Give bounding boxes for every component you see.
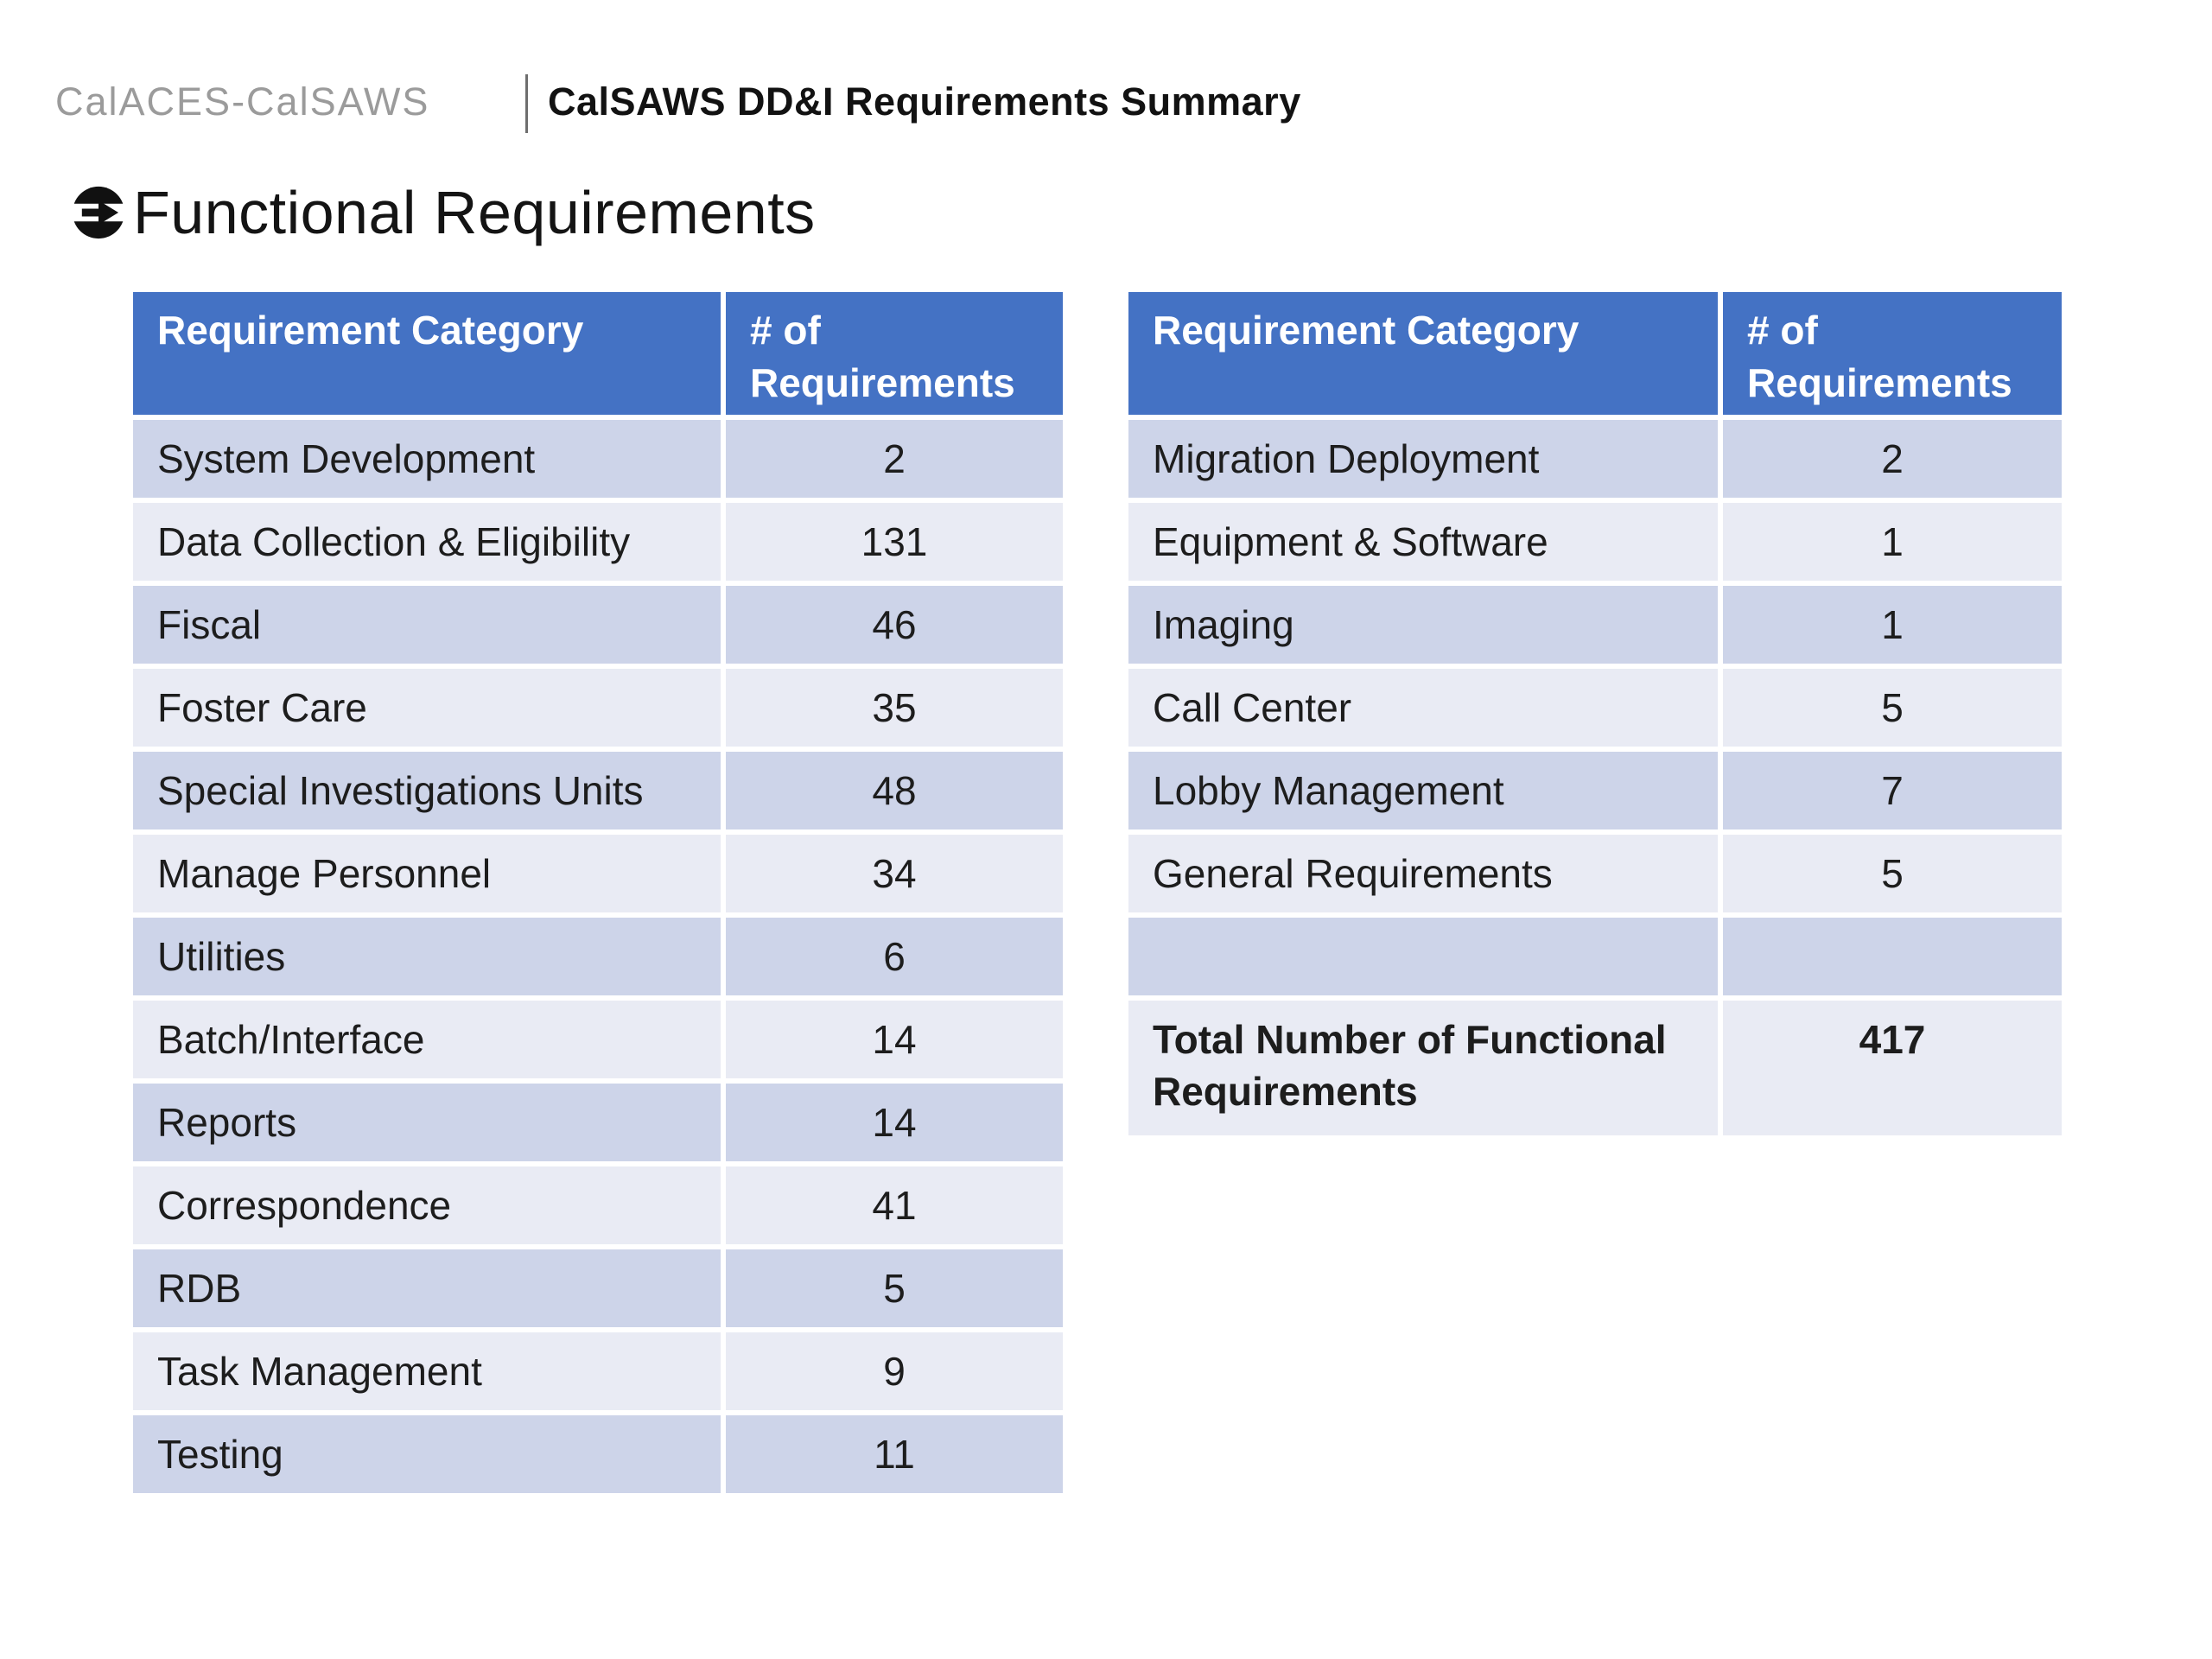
table-row: Call Center 5 (1126, 666, 2064, 749)
category-cell: Equipment & Software (1126, 500, 1720, 583)
table-row: Task Management 9 (130, 1330, 1065, 1413)
header-divider (525, 74, 528, 133)
count-cell: 131 (723, 500, 1065, 583)
category-cell: Testing (130, 1413, 723, 1496)
count-cell: 7 (1720, 749, 2064, 832)
category-cell: Imaging (1126, 583, 1720, 666)
table-header-row: Requirement Category # of Requirements (1126, 289, 2064, 417)
table-row: Testing 11 (130, 1413, 1065, 1496)
category-cell: Special Investigations Units (130, 749, 723, 832)
table-row: Batch/Interface 14 (130, 998, 1065, 1081)
count-cell: 11 (723, 1413, 1065, 1496)
category-cell: System Development (130, 417, 723, 500)
count-cell (1720, 915, 2064, 998)
category-cell: Reports (130, 1081, 723, 1164)
count-cell: 5 (1720, 666, 2064, 749)
category-cell: Correspondence (130, 1164, 723, 1247)
count-cell: 41 (723, 1164, 1065, 1247)
table-row: Manage Personnel 34 (130, 832, 1065, 915)
category-cell: Batch/Interface (130, 998, 723, 1081)
table-row: Data Collection & Eligibility 131 (130, 500, 1065, 583)
column-header-category: Requirement Category (1126, 289, 1720, 417)
category-cell: General Requirements (1126, 832, 1720, 915)
category-cell: Utilities (130, 915, 723, 998)
circled-right-arrow-icon (71, 186, 126, 239)
category-cell (1126, 915, 1720, 998)
table-row: Fiscal 46 (130, 583, 1065, 666)
category-cell: Fiscal (130, 583, 723, 666)
table-row: Reports 14 (130, 1081, 1065, 1164)
functional-requirements-table-left: Requirement Category # of Requirements S… (130, 289, 1065, 1496)
table-row: Imaging 1 (1126, 583, 2064, 666)
table-row: Lobby Management 7 (1126, 749, 2064, 832)
count-cell: 48 (723, 749, 1065, 832)
column-header-count: # of Requirements (1720, 289, 2064, 417)
count-cell: 34 (723, 832, 1065, 915)
category-cell: Lobby Management (1126, 749, 1720, 832)
empty-row (1126, 915, 2064, 998)
logo-text: CalACES-CalSAWS (55, 79, 430, 124)
count-cell: 14 (723, 1081, 1065, 1164)
count-cell: 9 (723, 1330, 1065, 1413)
table-row: General Requirements 5 (1126, 832, 2064, 915)
count-cell: 1 (1720, 500, 2064, 583)
count-cell: 14 (723, 998, 1065, 1081)
category-cell: Data Collection & Eligibility (130, 500, 723, 583)
count-cell: 2 (723, 417, 1065, 500)
slide-title-row: Functional Requirements (71, 178, 816, 247)
column-header-count: # of Requirements (723, 289, 1065, 417)
category-cell: Foster Care (130, 666, 723, 749)
total-label-cell: Total Number of Functional Requirements (1126, 998, 1720, 1138)
total-row: Total Number of Functional Requirements 4… (1126, 998, 2064, 1138)
document-title: CalSAWS DD&I Requirements Summary (548, 79, 1301, 124)
table-row: Utilities 6 (130, 915, 1065, 998)
table-row: RDB 5 (130, 1247, 1065, 1330)
count-cell: 2 (1720, 417, 2064, 500)
table-row: Equipment & Software 1 (1126, 500, 2064, 583)
table-row: System Development 2 (130, 417, 1065, 500)
count-cell: 5 (1720, 832, 2064, 915)
table-row: Special Investigations Units 48 (130, 749, 1065, 832)
count-cell: 1 (1720, 583, 2064, 666)
page-title: Functional Requirements (133, 179, 816, 246)
column-header-category: Requirement Category (130, 289, 723, 417)
count-cell: 5 (723, 1247, 1065, 1330)
category-cell: Migration Deployment (1126, 417, 1720, 500)
table-row: Correspondence 41 (130, 1164, 1065, 1247)
table-header-row: Requirement Category # of Requirements (130, 289, 1065, 417)
category-cell: Manage Personnel (130, 832, 723, 915)
category-cell: Task Management (130, 1330, 723, 1413)
table-row: Foster Care 35 (130, 666, 1065, 749)
total-count-cell: 417 (1720, 998, 2064, 1138)
category-cell: RDB (130, 1247, 723, 1330)
category-cell: Call Center (1126, 666, 1720, 749)
count-cell: 46 (723, 583, 1065, 666)
count-cell: 35 (723, 666, 1065, 749)
table-row: Migration Deployment 2 (1126, 417, 2064, 500)
functional-requirements-table-right: Requirement Category # of Requirements M… (1126, 289, 2064, 1138)
count-cell: 6 (723, 915, 1065, 998)
